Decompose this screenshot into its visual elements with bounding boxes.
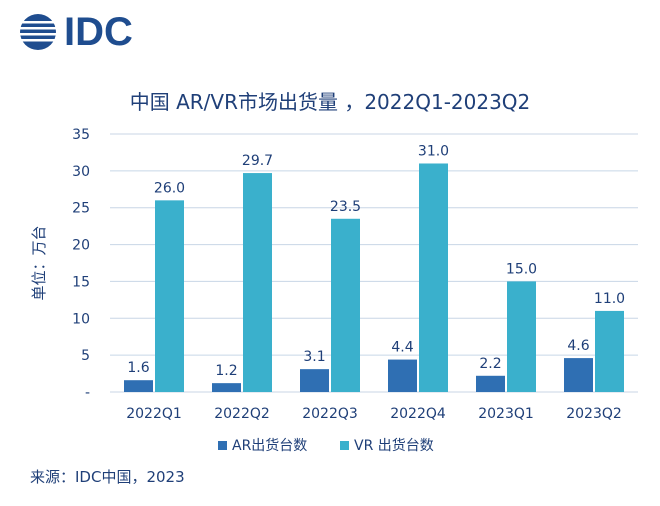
y-tick-label: 35 (72, 127, 90, 143)
ar-bar (388, 359, 417, 392)
y-tick-label: 30 (72, 164, 90, 180)
ar-bar (476, 375, 505, 392)
x-tick-label: 2022Q1 (126, 406, 182, 422)
legend-vr-label: VR 出货台数 (354, 437, 434, 454)
x-tick-label: 2022Q4 (390, 406, 446, 422)
y-tick-label: 10 (72, 311, 90, 327)
vr-bar (595, 310, 624, 392)
y-tick-label: 25 (72, 201, 90, 217)
vr-bar (155, 200, 184, 392)
y-axis-label: 单位：万台 (30, 225, 48, 300)
x-tick-label: 2023Q2 (566, 406, 622, 422)
ar-bar (212, 383, 241, 392)
ar-data-label: 4.4 (391, 340, 413, 356)
vr-data-label: 23.5 (330, 199, 361, 215)
globe-icon (20, 14, 56, 50)
y-tick-label: - (85, 385, 90, 401)
vr-data-label: 31.0 (418, 143, 449, 159)
vr-data-label: 11.0 (594, 291, 625, 307)
vr-bar (243, 173, 272, 392)
vr-bar (507, 281, 536, 392)
vr-data-label: 15.0 (506, 261, 537, 277)
x-tick-label: 2022Q3 (302, 406, 358, 422)
logo-text: IDC (64, 10, 133, 54)
x-tick-label: 2022Q2 (214, 406, 270, 422)
ar-bar (124, 380, 153, 392)
legend-ar-swatch (218, 441, 227, 450)
vr-bar (331, 218, 360, 392)
vr-bar (419, 163, 448, 392)
vr-data-label: 29.7 (242, 153, 273, 169)
ar-data-label: 1.6 (127, 360, 149, 376)
y-tick-label: 5 (81, 348, 90, 364)
ar-data-label: 3.1 (303, 349, 325, 365)
chart-title: 中国 AR/VR市场出货量 ，2022Q1-2023Q2 (129, 90, 531, 114)
ar-data-label: 1.2 (215, 363, 237, 379)
y-tick-label: 15 (72, 274, 90, 290)
idc-logo: IDC (18, 10, 133, 54)
ar-data-label: 2.2 (479, 356, 501, 372)
legend-ar-label: AR出货台数 (232, 437, 307, 454)
ar-bar (300, 369, 329, 392)
x-tick-label: 2023Q1 (478, 406, 534, 422)
ar-data-label: 4.6 (567, 338, 589, 354)
ar-bar (564, 358, 593, 392)
vr-data-label: 26.0 (154, 180, 185, 196)
source-note: 来源：IDC中国，2023 (30, 468, 185, 486)
legend-vr-swatch (340, 441, 349, 450)
y-tick-label: 20 (72, 238, 90, 254)
